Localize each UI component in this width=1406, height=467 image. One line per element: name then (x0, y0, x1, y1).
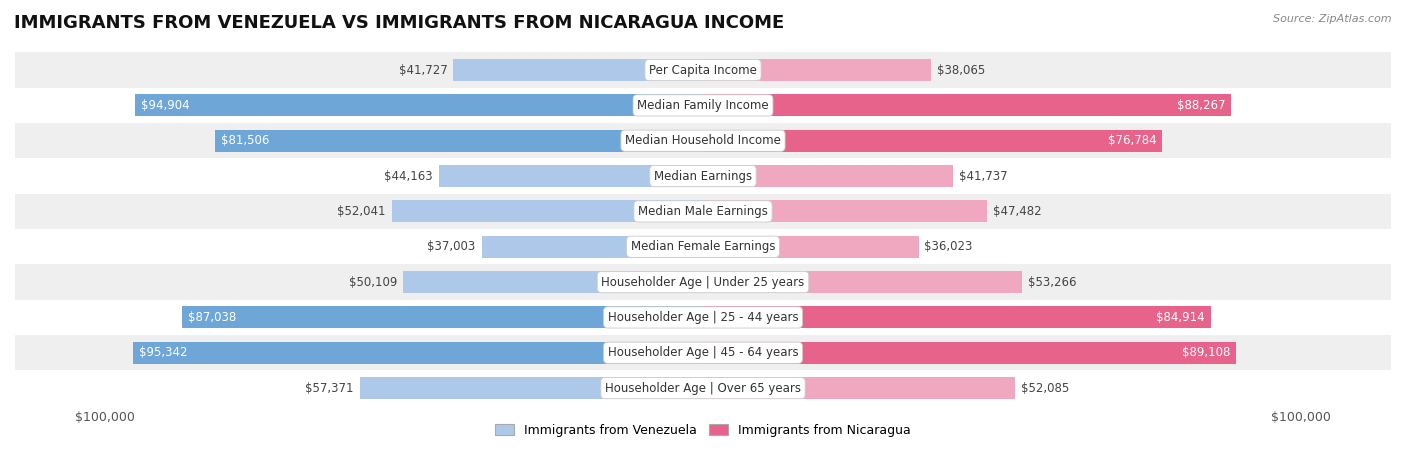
Bar (404, 271, 703, 293)
Text: Householder Age | 25 - 44 years: Householder Age | 25 - 44 years (607, 311, 799, 324)
Bar (135, 94, 703, 116)
Text: Median Female Earnings: Median Female Earnings (631, 240, 775, 253)
Text: Source: ZipAtlas.com: Source: ZipAtlas.com (1274, 14, 1392, 24)
Text: Median Earnings: Median Earnings (654, 170, 752, 183)
Bar (703, 130, 1163, 152)
Text: $81,506: $81,506 (221, 134, 270, 147)
Bar (215, 130, 703, 152)
Bar (15, 229, 1391, 264)
Bar (453, 59, 703, 81)
Text: Median Family Income: Median Family Income (637, 99, 769, 112)
Bar (703, 236, 918, 258)
Text: Householder Age | Over 65 years: Householder Age | Over 65 years (605, 382, 801, 395)
Text: $38,065: $38,065 (936, 64, 986, 77)
Text: $95,342: $95,342 (139, 346, 187, 359)
Text: Householder Age | Under 25 years: Householder Age | Under 25 years (602, 276, 804, 289)
Text: $76,784: $76,784 (1108, 134, 1156, 147)
Text: $87,038: $87,038 (188, 311, 236, 324)
Bar (15, 300, 1391, 335)
Bar (703, 342, 1236, 364)
Text: $37,003: $37,003 (427, 240, 475, 253)
Text: Median Household Income: Median Household Income (626, 134, 780, 147)
Bar (132, 342, 703, 364)
Text: Per Capita Income: Per Capita Income (650, 64, 756, 77)
Bar (703, 59, 931, 81)
Text: $52,085: $52,085 (1021, 382, 1069, 395)
Text: $88,267: $88,267 (1177, 99, 1225, 112)
Bar (15, 52, 1391, 88)
Bar (15, 158, 1391, 194)
Bar (15, 370, 1391, 406)
Text: $84,914: $84,914 (1156, 311, 1205, 324)
Bar (15, 194, 1391, 229)
Text: Householder Age | 45 - 64 years: Householder Age | 45 - 64 years (607, 346, 799, 359)
Bar (703, 200, 987, 222)
Bar (703, 377, 1015, 399)
Bar (15, 335, 1391, 370)
Text: $44,163: $44,163 (384, 170, 433, 183)
Text: $36,023: $36,023 (925, 240, 973, 253)
Text: $89,108: $89,108 (1181, 346, 1230, 359)
Bar (360, 377, 703, 399)
Bar (15, 123, 1391, 158)
Text: $50,109: $50,109 (349, 276, 398, 289)
Legend: Immigrants from Venezuela, Immigrants from Nicaragua: Immigrants from Venezuela, Immigrants fr… (491, 419, 915, 442)
Text: $53,266: $53,266 (1028, 276, 1076, 289)
Text: $94,904: $94,904 (141, 99, 190, 112)
Bar (482, 236, 703, 258)
Text: $57,371: $57,371 (305, 382, 354, 395)
Bar (439, 165, 703, 187)
Text: $47,482: $47,482 (993, 205, 1042, 218)
Text: IMMIGRANTS FROM VENEZUELA VS IMMIGRANTS FROM NICARAGUA INCOME: IMMIGRANTS FROM VENEZUELA VS IMMIGRANTS … (14, 14, 785, 32)
Text: $52,041: $52,041 (337, 205, 385, 218)
Text: $41,737: $41,737 (959, 170, 1007, 183)
Bar (183, 306, 703, 328)
Text: $41,727: $41,727 (399, 64, 447, 77)
Bar (15, 88, 1391, 123)
Text: Median Male Earnings: Median Male Earnings (638, 205, 768, 218)
Bar (15, 264, 1391, 300)
Bar (703, 94, 1232, 116)
Bar (703, 306, 1211, 328)
Bar (703, 271, 1022, 293)
Bar (392, 200, 703, 222)
Bar (703, 165, 953, 187)
